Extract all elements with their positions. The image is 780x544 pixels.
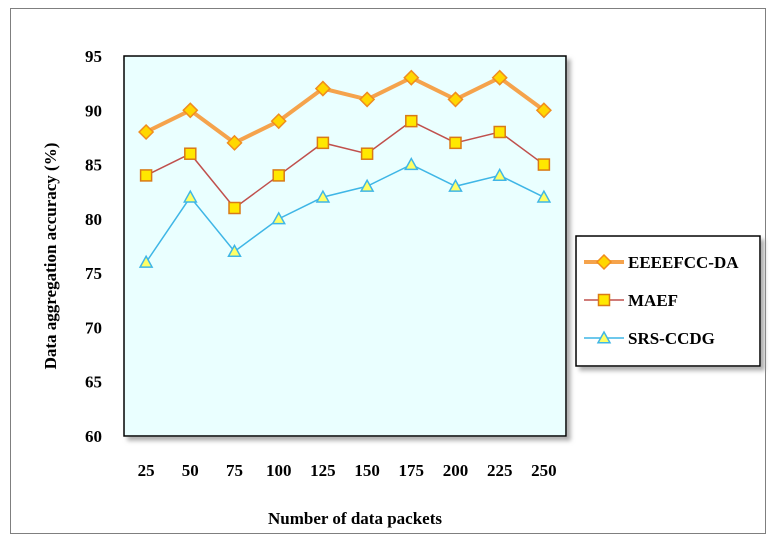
x-tick-label: 175 (399, 461, 425, 480)
data-point-marker (271, 211, 286, 225)
data-point-marker (227, 243, 242, 257)
data-point-marker (403, 69, 420, 86)
data-point-marker (272, 169, 285, 182)
data-point-marker (595, 253, 613, 271)
data-point-marker (270, 113, 287, 130)
data-point-marker (404, 157, 419, 171)
data-point-marker (228, 201, 241, 215)
data-point-marker (448, 178, 463, 192)
y-axis-title: Data aggregation accuracy (%) (41, 143, 60, 370)
data-point-marker (315, 189, 331, 203)
data-point-marker (596, 330, 612, 344)
data-point-marker (537, 158, 551, 171)
series-1 (138, 69, 552, 151)
data-point-marker (184, 147, 197, 160)
x-tick-label: 50 (182, 461, 199, 480)
data-point-marker (493, 125, 506, 139)
plot-area (123, 55, 567, 437)
data-point-marker (597, 293, 611, 307)
x-tick-label: 100 (266, 461, 292, 480)
x-tick-label: 25 (138, 461, 155, 480)
legend-label: SRS-CCDG (628, 329, 715, 348)
y-tick-label: 80 (85, 210, 102, 229)
data-point-marker (138, 123, 155, 141)
x-tick-label: 125 (310, 461, 336, 480)
data-point-marker (138, 254, 154, 268)
x-tick-label: 150 (354, 461, 380, 480)
series-layer (138, 69, 552, 268)
x-tick-label: 225 (487, 461, 513, 480)
data-point-marker (492, 167, 507, 181)
legend-label: MAEF (628, 291, 678, 310)
y-tick-label: 95 (85, 47, 102, 66)
data-point-marker (226, 134, 243, 151)
x-axis-ticks: 25 50 75 100 125 150 175 200 225 250 (138, 461, 557, 480)
y-axis-ticks: 60 65 70 75 80 85 90 95 (85, 47, 102, 446)
data-point-marker (449, 136, 462, 150)
x-tick-label: 200 (443, 461, 469, 480)
y-tick-label: 90 (85, 101, 102, 120)
legend: EEEEFCC-DA MAEF SRS-CCDG (575, 235, 761, 367)
legend-entry: MAEF (584, 291, 678, 310)
series-line (145, 120, 545, 210)
y-tick-label: 60 (85, 427, 102, 446)
legend-label: EEEEFCC-DA (628, 253, 739, 272)
data-point-marker (360, 147, 374, 160)
data-point-marker (314, 80, 331, 97)
data-point-marker (447, 91, 464, 108)
y-tick-label: 70 (85, 318, 102, 337)
data-point-marker (359, 178, 375, 192)
legend-entry: EEEEFCC-DA (584, 253, 739, 272)
y-tick-label: 65 (85, 373, 102, 392)
data-point-marker (183, 189, 198, 203)
data-point-marker (182, 102, 199, 119)
legend-entry: SRS-CCDG (584, 329, 715, 348)
data-point-marker (535, 102, 552, 119)
x-tick-label: 250 (531, 461, 557, 480)
data-point-marker (491, 69, 508, 86)
data-point-marker (536, 189, 552, 203)
data-point-marker (316, 136, 330, 150)
series-line (145, 163, 545, 263)
data-point-marker (405, 114, 418, 128)
series-2 (139, 114, 551, 215)
data-point-marker (359, 91, 376, 108)
y-tick-label: 75 (85, 264, 102, 283)
series-3 (138, 157, 552, 268)
series-line (145, 75, 546, 146)
x-tick-label: 75 (226, 461, 243, 480)
y-tick-label: 85 (85, 156, 102, 175)
x-axis-title: Number of data packets (268, 509, 442, 528)
data-point-marker (139, 169, 153, 182)
